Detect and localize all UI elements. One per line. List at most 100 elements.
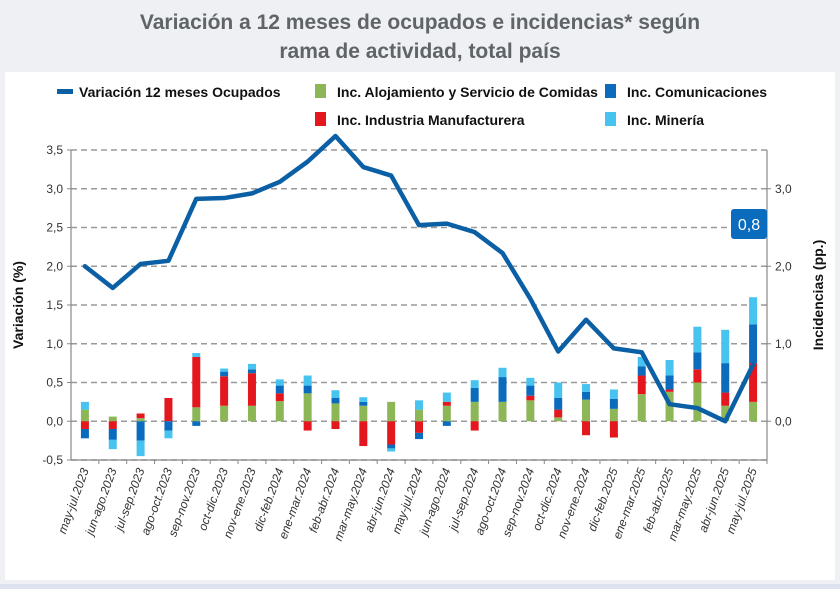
line-ocupados — [82, 133, 756, 424]
bar-segment-inc-mineria — [749, 297, 758, 325]
bar-segment-inc-industria-manufacturera — [526, 395, 535, 401]
left-tick-label: 0,5 — [46, 376, 63, 390]
bar-segment-inc-comunicaciones — [554, 398, 563, 410]
bar-segment-inc-alojamiento-y-servicio-de-comidas — [275, 401, 284, 422]
bar-segment-inc-alojamiento-y-servicio-de-comidas — [247, 405, 256, 422]
bar-segment-inc-industria-manufacturera — [331, 421, 340, 429]
legend-swatch-inc-comunicaciones — [605, 84, 616, 98]
bar-segment-inc-industria-manufacturera — [693, 369, 702, 383]
legend: Variación 12 meses Ocupados Inc. Alojamie… — [57, 84, 767, 128]
bar-segment-inc-alojamiento-y-servicio-de-comidas — [359, 405, 368, 422]
bar-segment-inc-comunicaciones — [164, 421, 173, 431]
bar-segment-inc-alojamiento-y-servicio-de-comidas — [609, 408, 618, 422]
bar-segment-inc-comunicaciones — [303, 385, 312, 394]
legend-label-inc-mineria: Inc. Minería — [627, 112, 704, 128]
left-tick-label: 1,5 — [46, 298, 63, 312]
bar-segment-inc-mineria — [693, 326, 702, 353]
bar-segment-inc-mineria — [526, 377, 535, 386]
bar-segment-inc-mineria — [136, 440, 145, 457]
legend-label-variacion-12-meses-ocupados: Variación 12 meses Ocupados — [79, 84, 281, 100]
tick-labels: -0,5 0,0 0,5 1,0 1,5 2,0 2,5 3,0 3,5 0,0 1,0 2,0 3,0… — [10, 143, 826, 543]
bar-segment-inc-industria-manufacturera — [554, 409, 563, 418]
bar-segment-inc-alojamiento-y-servicio-de-comidas — [637, 394, 646, 422]
right-tick-label: 0,0 — [775, 414, 792, 428]
bar-segment-inc-alojamiento-y-servicio-de-comidas — [749, 401, 758, 422]
bar-segment-inc-mineria — [247, 363, 256, 370]
bar-segment-inc-alojamiento-y-servicio-de-comidas — [498, 401, 507, 422]
annotation: 0,8 — [731, 209, 767, 239]
bar-segment-inc-industria-manufacturera — [247, 373, 256, 406]
left-tick-label: 3,0 — [46, 182, 63, 196]
chart-title: Variación a 12 meses de ocupados e incid… — [0, 8, 840, 66]
bar-segment-inc-comunicaciones — [108, 429, 117, 440]
bar-segment-inc-industria-manufacturera — [359, 421, 368, 447]
left-tick-label: 0,0 — [46, 414, 63, 428]
legend-label-inc-comunicaciones: Inc. Comunicaciones — [627, 84, 767, 100]
bar-segment-inc-comunicaciones — [220, 371, 229, 377]
bar-segment-inc-industria-manufacturera — [303, 421, 312, 431]
right-tick-label: 1,0 — [775, 337, 792, 351]
bar-segment-inc-comunicaciones — [331, 398, 340, 404]
bar-segment-inc-mineria — [220, 368, 229, 372]
bar-segment-inc-mineria — [192, 353, 201, 357]
bar-segment-inc-comunicaciones — [275, 385, 284, 394]
bar-segment-inc-industria-manufacturera — [80, 421, 89, 429]
left-tick-label: -0,5 — [42, 453, 63, 467]
bar-segment-inc-mineria — [275, 379, 284, 386]
legend-label-inc-alojamiento-y-servicio-de-comidas: Inc. Alojamiento y Servicio de Comidas — [337, 84, 598, 100]
bar-segment-inc-alojamiento-y-servicio-de-comidas — [582, 399, 591, 422]
bar-segment-inc-comunicaciones — [637, 366, 646, 376]
axes — [67, 149, 771, 464]
left-tick-label: 2,0 — [46, 259, 63, 273]
bar-segment-inc-mineria — [359, 397, 368, 402]
bar-segment-inc-comunicaciones — [415, 432, 423, 440]
bar-segment-inc-alojamiento-y-servicio-de-comidas — [470, 401, 479, 422]
bar-segment-inc-industria-manufacturera — [637, 375, 646, 395]
ocupados-line — [82, 133, 756, 424]
bar-segment-inc-mineria — [609, 389, 618, 399]
bar-segment-inc-alojamiento-y-servicio-de-comidas — [331, 403, 340, 422]
bar-segment-inc-mineria — [665, 360, 674, 376]
bar-segment-inc-mineria — [582, 384, 591, 392]
bar-segment-inc-comunicaciones — [582, 391, 591, 400]
bar-segment-inc-alojamiento-y-servicio-de-comidas — [108, 416, 117, 422]
bar-segment-inc-industria-manufacturera — [108, 421, 117, 429]
bar-segment-inc-comunicaciones — [247, 369, 256, 374]
bar-segment-inc-comunicaciones — [526, 385, 535, 396]
bar-segment-inc-industria-manufacturera — [442, 401, 451, 406]
bar-segment-inc-comunicaciones — [609, 398, 618, 409]
bar-segment-inc-comunicaciones — [470, 387, 479, 402]
legend-swatch-variacion-12-meses-ocupados — [57, 89, 73, 94]
bar-segment-inc-alojamiento-y-servicio-de-comidas — [387, 401, 396, 422]
bar-segment-inc-industria-manufacturera — [415, 421, 423, 433]
bar-segment-inc-comunicaciones — [665, 375, 674, 390]
bar-segment-inc-comunicaciones — [136, 421, 145, 441]
bar-segment-inc-comunicaciones — [359, 401, 368, 406]
right-tick-label: 3,0 — [775, 182, 792, 196]
bar-segment-inc-comunicaciones — [693, 352, 702, 370]
y-axis-title-left: Variación (%) — [10, 261, 26, 349]
chart-title-line-2: rama de actividad, total país — [279, 40, 561, 63]
bar-segment-inc-industria-manufacturera — [665, 389, 674, 392]
bar-segment-inc-comunicaciones — [387, 444, 396, 449]
y-axis-title-right: Incidencias (pp.) — [810, 240, 826, 350]
bar-segment-inc-industria-manufacturera — [136, 413, 145, 419]
bar-segment-inc-mineria — [498, 367, 507, 378]
chart-title-line-1: Variación a 12 meses de ocupados e incid… — [139, 11, 701, 34]
bottom-rule — [0, 584, 840, 589]
right-tick-label: 2,0 — [775, 259, 792, 273]
bar-segment-inc-alojamiento-y-servicio-de-comidas — [665, 391, 674, 422]
bar-segment-inc-industria-manufacturera — [609, 421, 618, 438]
bar-segment-inc-mineria — [80, 401, 89, 410]
bar-segment-inc-mineria — [554, 382, 563, 398]
legend-swatch-inc-alojamiento-y-servicio-de-comidas — [315, 84, 326, 98]
bar-segment-inc-industria-manufacturera — [749, 363, 758, 402]
bar-segment-inc-comunicaciones — [442, 421, 451, 426]
bar-segment-inc-comunicaciones — [498, 377, 507, 402]
bar-segment-inc-alojamiento-y-servicio-de-comidas — [526, 400, 535, 422]
bar-segment-inc-alojamiento-y-servicio-de-comidas — [80, 409, 89, 422]
chart-svg: Variación 12 meses Ocupados Inc. Alojamie… — [10, 84, 826, 543]
bar-segment-inc-industria-manufacturera — [164, 398, 173, 422]
bar-segment-inc-comunicaciones — [192, 421, 201, 426]
bar-segment-inc-industria-manufacturera — [192, 356, 201, 408]
